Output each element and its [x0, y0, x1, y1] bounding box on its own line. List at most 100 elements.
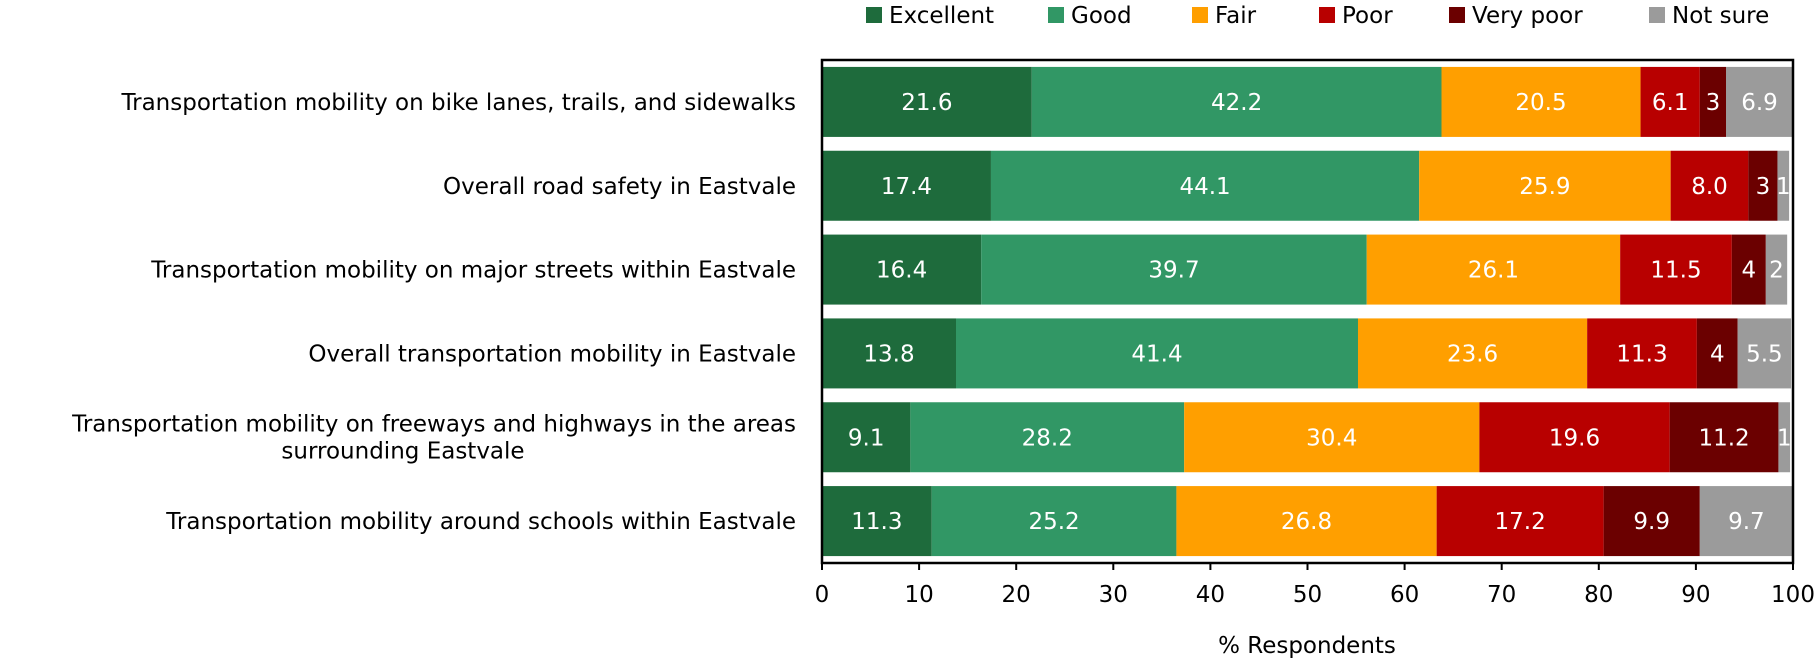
category-label: Transportation mobility on freeways and …: [71, 411, 796, 464]
chart-legend: Excellent Good Fair Poor Very poor Not sure: [866, 3, 1769, 29]
x-axis-title: % Respondents: [1218, 633, 1396, 659]
bar-segment: [1419, 150, 1671, 221]
legend-label: Not sure: [1672, 3, 1769, 29]
bar-value-label: 2: [1769, 258, 1784, 284]
category-label: Overall road safety in Eastvale: [443, 174, 796, 200]
bar-value-label: 21.6: [901, 90, 952, 116]
bar-segment: [1765, 234, 1788, 305]
legend-label: Poor: [1342, 3, 1393, 29]
x-tick-label: 70: [1487, 582, 1516, 608]
bar-value-label: 13.8: [863, 341, 914, 367]
bar-segment: [1699, 66, 1727, 137]
bar-segment: [1366, 234, 1621, 305]
bar-segment: [1441, 66, 1641, 137]
category-label: Transportation mobility around schools w…: [165, 509, 796, 535]
bar-value-label: 42.2: [1211, 90, 1262, 116]
bar-value-label: 1: [1776, 174, 1791, 200]
bar-value-label: 25.9: [1519, 174, 1570, 200]
bar-segment: [990, 150, 1420, 221]
bar-series: 21.6 42.2 20.5 6.1 3 6.917.4 44.1 25.9 8.0 3 116.4…: [822, 66, 1793, 557]
category-labels: Transportation mobility on bike lanes, t…: [71, 90, 796, 535]
bar-segment: [1778, 402, 1791, 473]
legend-swatch: [1449, 7, 1465, 23]
bar-segment: [822, 486, 932, 557]
bar-segment: [1731, 234, 1766, 305]
bar-value-label: 20.5: [1515, 90, 1566, 116]
bar-segment: [1436, 486, 1604, 557]
legend-label: Very poor: [1472, 3, 1583, 29]
legend-swatch: [866, 7, 882, 23]
legend-label: Good: [1071, 3, 1132, 29]
bar-segment: [1670, 150, 1749, 221]
bar-segment: [981, 234, 1367, 305]
x-tick-label: 80: [1584, 582, 1613, 608]
legend-swatch: [1048, 7, 1064, 23]
bar-segment: [1479, 402, 1670, 473]
bar-segment: [822, 66, 1032, 137]
bar-segment: [1726, 66, 1793, 137]
bar-segment: [910, 402, 1185, 473]
bar-segment: [1640, 66, 1700, 137]
bar-value-label: 11.3: [1616, 341, 1667, 367]
legend-swatch: [1649, 7, 1665, 23]
bar-segment: [1184, 402, 1480, 473]
x-tick-label: 100: [1771, 582, 1815, 608]
bar-value-label: 6.1: [1652, 90, 1689, 116]
bar-segment: [1737, 318, 1792, 389]
bar-value-label: 9.1: [848, 425, 885, 451]
bar-value-label: 28.2: [1022, 425, 1073, 451]
bar-value-label: 8.0: [1691, 174, 1728, 200]
plot-axes: 0 10 20 30 40 50 60 70 80 90 100: [815, 58, 1815, 608]
bar-value-label: 11.3: [851, 509, 902, 535]
bar-value-label: 4: [1741, 258, 1756, 284]
legend-swatch: [1192, 7, 1208, 23]
bar-segment: [1699, 486, 1793, 557]
bar-segment: [822, 402, 911, 473]
bar-value-label: 25.2: [1028, 509, 1079, 535]
category-label: Transportation mobility on bike lanes, t…: [120, 90, 796, 116]
bar-segment: [1176, 486, 1437, 557]
bar-value-label: 4: [1710, 341, 1725, 367]
bar-value-label: 30.4: [1306, 425, 1357, 451]
bar-value-label: 9.9: [1633, 509, 1670, 535]
bar-segment: [822, 318, 956, 389]
bar-value-label: 11.2: [1698, 425, 1749, 451]
bar-value-label: 3: [1756, 174, 1771, 200]
legend-label: Fair: [1215, 3, 1257, 29]
bar-segment: [822, 234, 982, 305]
x-tick-label: 30: [1099, 582, 1128, 608]
bar-value-label: 5.5: [1746, 341, 1783, 367]
bar-value-label: 17.4: [881, 174, 932, 200]
x-tick-label: 90: [1681, 582, 1710, 608]
x-tick-label: 50: [1293, 582, 1322, 608]
x-tick-label: 40: [1196, 582, 1225, 608]
bar-value-label: 3: [1706, 90, 1721, 116]
bar-value-label: 11.5: [1650, 258, 1701, 284]
legend-swatch: [1319, 7, 1335, 23]
bar-segment: [822, 150, 991, 221]
bar-segment: [1748, 150, 1778, 221]
bar-value-label: 41.4: [1131, 341, 1182, 367]
bar-segment: [955, 318, 1358, 389]
bar-value-label: 23.6: [1447, 341, 1498, 367]
bar-value-label: 9.7: [1728, 509, 1765, 535]
bar-value-label: 6.9: [1741, 90, 1778, 116]
bar-segment: [1031, 66, 1442, 137]
bar-value-label: 39.7: [1148, 258, 1199, 284]
bar-value-label: 44.1: [1179, 174, 1230, 200]
bar-segment: [931, 486, 1177, 557]
bar-segment: [1669, 402, 1779, 473]
bar-segment: [1357, 318, 1588, 389]
bar-segment: [1777, 150, 1790, 221]
bar-value-label: 26.8: [1281, 509, 1332, 535]
legend-label: Excellent: [889, 3, 994, 29]
x-tick-label: 0: [815, 582, 830, 608]
bar-value-label: 16.4: [876, 258, 927, 284]
bar-value-label: 17.2: [1495, 509, 1546, 535]
x-tick-label: 60: [1390, 582, 1419, 608]
x-tick-label: 10: [904, 582, 933, 608]
bar-segment: [1587, 318, 1697, 389]
bar-segment: [1696, 318, 1738, 389]
category-label: Overall transportation mobility in Eastv…: [308, 341, 796, 367]
